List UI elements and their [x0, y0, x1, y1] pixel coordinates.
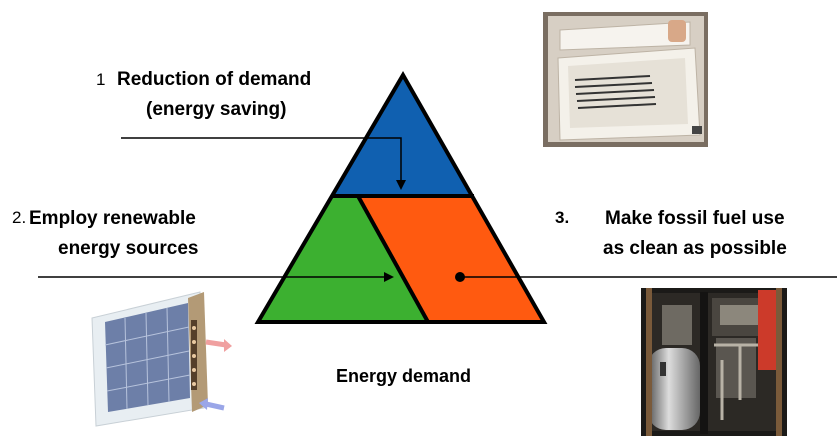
energy-trias-triangle	[254, 71, 548, 324]
renewable-energy-section	[258, 196, 428, 322]
strategy-3-label-line1: Make fossil fuel use	[605, 208, 785, 229]
boiler-machinery-photo	[641, 288, 787, 436]
insulated-box-photo	[543, 12, 708, 147]
strategy-3-number: 3.	[555, 208, 570, 227]
strategy-3-label-line2: as clean as possible	[603, 238, 787, 259]
strategy-2-label-line2: energy sources	[58, 238, 199, 259]
strategy-1-number: 1	[96, 70, 106, 89]
arrow-energy-saving	[121, 137, 406, 190]
fossil-fuel-section	[358, 196, 544, 322]
fossil-fuel-dot	[455, 272, 465, 282]
strategy-2-number: 2.	[12, 208, 27, 227]
solar-panel-window-illustration	[91, 291, 232, 427]
strategy-1-label-line2: (energy saving)	[146, 99, 287, 120]
energy-demand-label: Energy demand	[336, 366, 472, 386]
connector-arrows	[38, 137, 837, 282]
strategy-2-label-line1: Employ renewable	[29, 208, 196, 229]
strategy-1-label-line1: Reduction of demand	[117, 69, 312, 90]
energy-saving-section	[332, 75, 474, 196]
